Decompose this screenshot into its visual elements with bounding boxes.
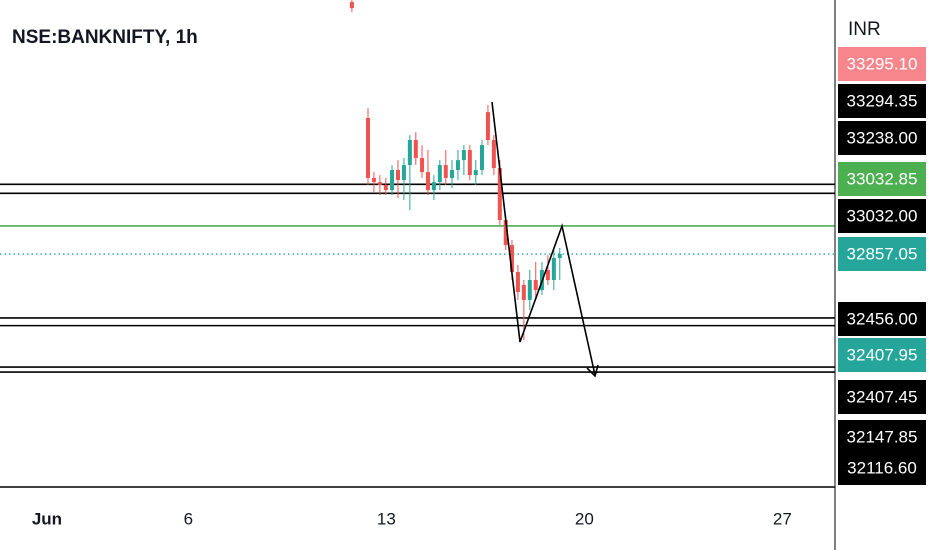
price-tag-label: 32116.60 — [847, 458, 917, 477]
candle-body — [443, 165, 448, 178]
drawing — [491, 101, 599, 378]
price-tag-label: 32456.00 — [847, 309, 918, 328]
price-tag — [838, 420, 926, 454]
candle-body — [515, 272, 520, 292]
arrow-head — [586, 364, 599, 378]
candle-body — [497, 168, 502, 221]
price-tag-label: 33295.10 — [847, 54, 918, 73]
price-tag-label: 32407.95 — [847, 345, 918, 364]
candle-body — [383, 184, 388, 191]
x-tick-label: 27 — [773, 509, 792, 528]
candle-body — [377, 182, 382, 185]
candle-body — [371, 177, 376, 183]
candle-body — [395, 169, 400, 181]
candle-body — [431, 182, 436, 191]
price-tag — [838, 84, 926, 118]
x-tick-label: 13 — [377, 509, 396, 528]
candle-body — [390, 169, 395, 191]
price-tag — [838, 302, 926, 336]
price-tag — [838, 47, 926, 81]
price-tag — [838, 199, 926, 233]
price-tags: 33295.10 33294.35 33238.00 33032.85 33032.00… — [838, 47, 926, 485]
price-tag — [838, 121, 926, 155]
price-tag-label: 32407.45 — [847, 387, 918, 406]
currency: INR — [848, 19, 881, 40]
candle-body — [485, 112, 490, 141]
price-tag-label: 32857.05 — [847, 244, 918, 263]
price-tag — [838, 338, 926, 372]
candle-body — [545, 269, 550, 281]
candle-body — [401, 165, 406, 181]
x-tick-label: 6 — [184, 509, 193, 528]
candle-body — [425, 172, 430, 191]
candle-body — [551, 258, 556, 281]
candle-body — [349, 2, 354, 9]
levels — [0, 183, 835, 373]
candle-body — [413, 140, 418, 159]
candle-body — [450, 169, 455, 178]
price-tag — [838, 380, 926, 414]
candle-body — [557, 254, 562, 259]
price-tag-label: 32147.85 — [847, 427, 918, 446]
candle-body — [527, 280, 532, 300]
candle-body — [420, 158, 425, 173]
x-tick-label: Jun — [32, 509, 62, 528]
price-tag-label: 33032.00 — [847, 206, 918, 225]
candle-body — [479, 145, 484, 170]
price-tag — [838, 451, 926, 485]
candle-body — [365, 118, 370, 178]
candle-body — [473, 169, 478, 176]
x-tick-label: 20 — [575, 509, 594, 528]
price-tag — [838, 237, 926, 271]
candle-body — [503, 220, 508, 246]
candle-body — [455, 160, 460, 170]
candle-body — [491, 140, 496, 169]
trend-drawing — [491, 101, 596, 376]
candle-body — [467, 150, 472, 176]
candle-body — [509, 245, 514, 273]
chart-title: NSE:BANKNIFTY, 1h — [12, 27, 198, 48]
candle-body — [407, 140, 412, 166]
candle-body — [533, 280, 538, 291]
price-tag-label: 33294.35 — [847, 91, 918, 110]
candle-body — [461, 150, 466, 161]
candle-body — [437, 165, 442, 183]
price-tag-label: 33032.85 — [847, 169, 918, 188]
price-tag — [838, 162, 926, 196]
candle-body — [521, 284, 526, 300]
price-tag-label: 33238.00 — [847, 128, 918, 147]
x-axis: Jun 6 13 20 27 — [32, 509, 792, 528]
